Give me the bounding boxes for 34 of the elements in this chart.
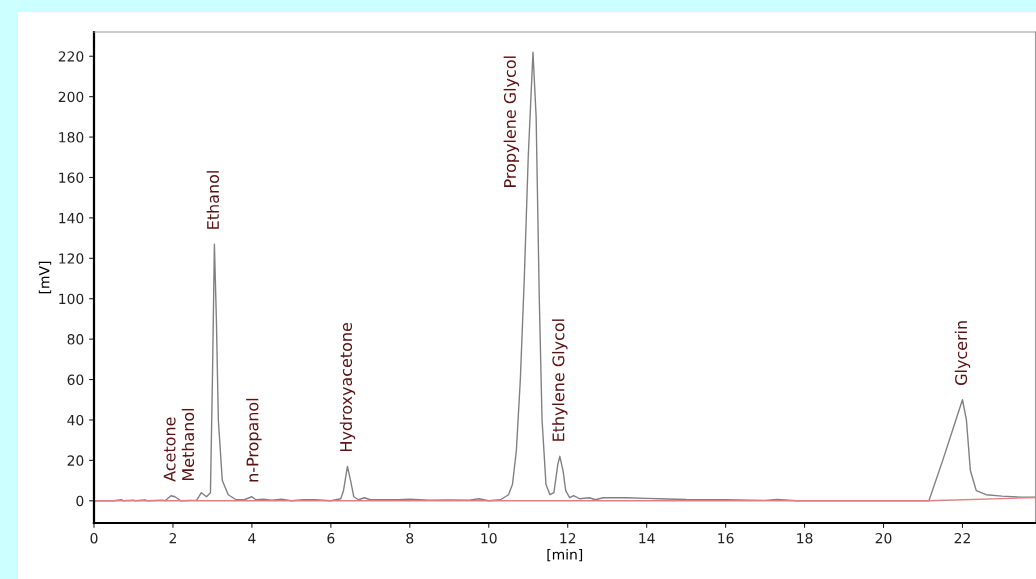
y-tick-label: 180 — [59, 132, 84, 143]
annotation: Hydroxyacetone — [339, 323, 356, 451]
x-tick-label: 0 — [90, 532, 98, 544]
annotation: n-Propanol — [246, 398, 262, 482]
y-tick-label: 200 — [58, 91, 84, 103]
y-tick-label: 220 — [58, 51, 84, 62]
y-tick-label: 80 — [67, 334, 84, 345]
x-tick-label: 14 — [639, 533, 655, 544]
annotation: Methanol — [181, 408, 195, 481]
x-tick-label: 18 — [797, 532, 813, 544]
x-tick-label: 16 — [718, 532, 734, 544]
x-tick-label: 8 — [406, 532, 414, 544]
annotation: Acetone — [163, 417, 176, 482]
y-tick-label: 60 — [67, 374, 84, 386]
x-tick-label: 12 — [560, 532, 576, 544]
annotation: Ethanol — [206, 171, 220, 229]
y-tick-label: 160 — [59, 172, 84, 183]
y-tick-label: 100 — [59, 293, 84, 305]
y-tick-label: 120 — [59, 253, 84, 264]
annotation: Glycerin — [954, 321, 971, 385]
x-tick-label: 20 — [875, 532, 892, 544]
x-tick-label: 22 — [954, 532, 970, 544]
x-tick-label: 2 — [169, 532, 176, 544]
y-tick-label: 40 — [67, 414, 84, 426]
x-tick-label: 6 — [327, 532, 335, 544]
y-axis-title: [mV] — [38, 261, 52, 294]
y-tick-label: 0 — [76, 495, 84, 507]
annotation: Propylene Glycol — [503, 56, 520, 187]
annotation: Ethylene Glycol — [552, 319, 568, 441]
x-axis-title: [min] — [547, 548, 583, 562]
x-tick-label: 4 — [248, 533, 256, 544]
x-tick-label: 10 — [481, 532, 497, 544]
y-tick-label: 140 — [59, 212, 84, 224]
y-tick-label: 20 — [67, 455, 84, 466]
